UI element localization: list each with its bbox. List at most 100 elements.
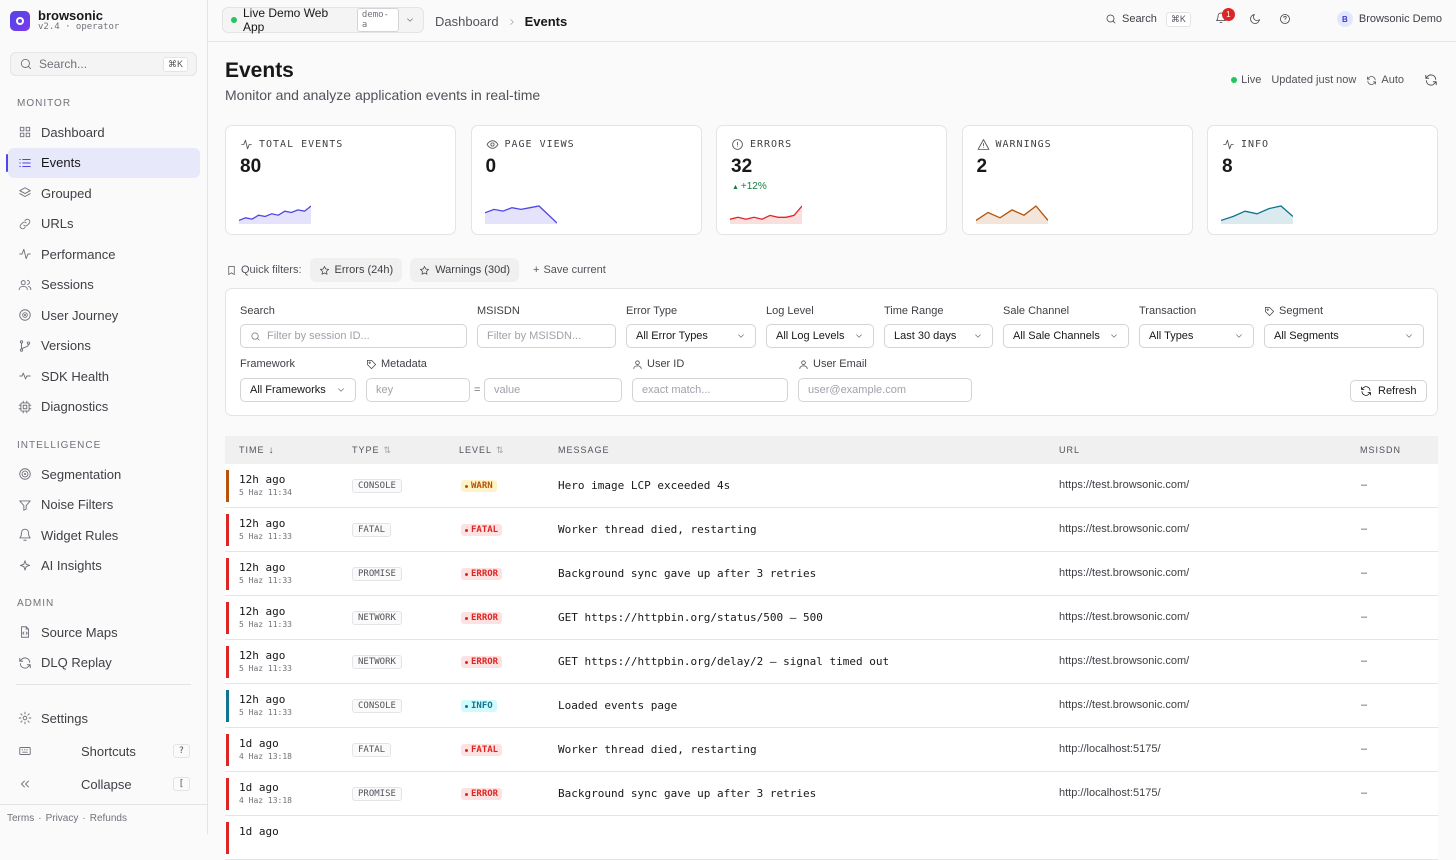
table-row[interactable]: 12h ago 5 Haz 11:33 PROMISE ERROR Background… — [225, 552, 1438, 596]
type-badge: NETWORK — [352, 611, 402, 625]
table-row[interactable]: 12h ago 5 Haz 11:33 CONSOLE INFO Loaded even… — [225, 684, 1438, 728]
stat-card-info[interactable]: INFO 8 — [1207, 125, 1438, 235]
search-filter-label: Search — [240, 305, 275, 317]
table-row[interactable]: 12h ago 5 Haz 11:34 CONSOLE WARN Hero image … — [225, 464, 1438, 508]
table-row[interactable]: 1d ago 4 Haz 13:18 PROMISE ERROR Background … — [225, 772, 1438, 816]
alert-circle-icon — [731, 138, 744, 151]
quick-filters: Quick filters: Errors (24h) Warnings (30… — [226, 258, 606, 282]
sidebar-search[interactable]: Search... ⌘K — [10, 52, 197, 76]
refresh-button[interactable]: Refresh — [1350, 380, 1427, 402]
shortcuts-button[interactable]: Shortcuts ? — [8, 736, 200, 766]
quick-filter-label: Errors (24h) — [334, 264, 394, 276]
heartbeat-icon — [18, 369, 32, 383]
col-level-label: LEVEL — [459, 445, 493, 455]
table-row[interactable]: 12h ago 5 Haz 11:33 NETWORK ERROR GET https:… — [225, 640, 1438, 684]
severity-bar — [226, 778, 229, 810]
sidebar-divider — [16, 684, 191, 685]
global-search-button[interactable]: Search ⌘K — [1105, 11, 1191, 27]
col-time[interactable]: TIME ↓ — [239, 445, 275, 456]
sparkline — [1221, 205, 1293, 224]
sale-channel-label: Sale Channel — [1003, 305, 1070, 317]
help-icon[interactable] — [1279, 13, 1291, 25]
terms-link[interactable]: Terms — [7, 813, 35, 824]
sidebar-search-placeholder: Search... — [39, 57, 88, 71]
transaction-select[interactable]: All Types — [1139, 324, 1254, 348]
col-type[interactable]: TYPE ⇅ — [352, 445, 392, 456]
sidebar-item-noise-filters[interactable]: Noise Filters — [8, 490, 200, 520]
user-email-input[interactable]: user@example.com — [798, 378, 972, 402]
brand[interactable]: browsonic v2.4 · operator — [10, 9, 119, 33]
framework-select[interactable]: All Frameworks — [240, 378, 356, 402]
sidebar-item-dlq-replay[interactable]: DLQ Replay — [8, 648, 200, 678]
table-row[interactable]: 12h ago 5 Haz 11:33 FATAL FATAL Worker threa… — [225, 508, 1438, 552]
sidebar-item-grouped[interactable]: Grouped — [8, 178, 200, 208]
cell-url: http://localhost:5175/ — [1059, 743, 1161, 755]
sidebar-item-performance[interactable]: Performance — [8, 239, 200, 269]
search-icon — [1105, 13, 1117, 25]
table-row[interactable]: 12h ago 5 Haz 11:33 NETWORK ERROR GET https:… — [225, 596, 1438, 640]
sort-desc-icon: ↓ — [268, 444, 275, 456]
refunds-link[interactable]: Refunds — [89, 813, 127, 824]
segment-select[interactable]: All Segments — [1264, 324, 1424, 348]
stat-card-page-views[interactable]: PAGE VIEWS 0 — [470, 125, 702, 235]
eye-icon — [486, 138, 499, 151]
metadata-value-input[interactable]: value — [484, 378, 622, 402]
error-type-select[interactable]: All Error Types — [626, 324, 756, 348]
stat-card-warnings[interactable]: WARNINGS 2 — [961, 125, 1193, 235]
activity-icon — [18, 247, 32, 261]
sidebar-item-events[interactable]: Events — [6, 147, 200, 178]
level-badge: ERROR — [461, 568, 503, 580]
shortcuts-label: Shortcuts — [81, 743, 136, 759]
sidebar-item-sdk-health[interactable]: SDK Health — [8, 361, 200, 391]
table-row[interactable]: 1d ago 4 Haz 13:18 FATAL FATAL Worker thread… — [225, 728, 1438, 772]
sidebar-item-diagnostics[interactable]: Diagnostics — [8, 392, 200, 422]
session-search-input[interactable]: Filter by session ID... — [240, 324, 467, 348]
section-admin: ADMIN — [17, 598, 55, 609]
app-selector[interactable]: Live Demo Web App demo-a — [222, 6, 424, 34]
sidebar-item-user-journey[interactable]: User Journey — [8, 300, 200, 330]
severity-bar — [226, 602, 229, 634]
sidebar-item-sessions[interactable]: Sessions — [8, 270, 200, 300]
breadcrumb-dashboard[interactable]: Dashboard — [435, 14, 499, 29]
grid-icon — [18, 125, 32, 139]
sidebar-item-widget-rules[interactable]: Widget Rules — [8, 520, 200, 550]
metadata-key-input[interactable]: key — [366, 378, 470, 402]
sale-channel-select[interactable]: All Sale Channels — [1003, 324, 1129, 348]
chevron-down-icon — [336, 385, 346, 395]
user-id-input[interactable]: exact match... — [632, 378, 788, 402]
sidebar-item-versions[interactable]: Versions — [8, 331, 200, 361]
table-row[interactable]: 1d ago — [225, 816, 1438, 860]
auto-refresh-toggle[interactable]: Auto — [1366, 74, 1404, 86]
notifications-button[interactable]: 1 — [1215, 7, 1235, 27]
sidebar-item-urls[interactable]: URLs — [8, 209, 200, 239]
user-id-placeholder: exact match... — [642, 384, 711, 396]
filter-icon — [18, 498, 32, 512]
quick-filter-errors[interactable]: Errors (24h) — [309, 258, 403, 282]
settings-button[interactable]: Settings — [8, 703, 200, 733]
refresh-icon[interactable] — [1424, 73, 1438, 87]
privacy-link[interactable]: Privacy — [45, 813, 79, 824]
time-absolute: 5 Haz 11:33 — [239, 664, 292, 673]
log-level-select[interactable]: All Log Levels — [766, 324, 874, 348]
cell-url: http://localhost:5175/ — [1059, 787, 1161, 799]
collapse-button[interactable]: Collapse [ — [8, 769, 200, 799]
sparkline-area — [975, 206, 1048, 224]
save-filter-button[interactable]: + Save current — [533, 264, 606, 276]
sort-icon: ⇅ — [383, 444, 393, 455]
sidebar-item-segmentation[interactable]: Segmentation — [8, 459, 200, 489]
level-badge: FATAL — [461, 744, 503, 756]
sidebar-item-ai-insights[interactable]: AI Insights — [8, 551, 200, 581]
type-badge: PROMISE — [352, 787, 402, 801]
col-level[interactable]: LEVEL ⇅ — [459, 445, 505, 456]
msisdn-input[interactable]: Filter by MSISDN... — [477, 324, 616, 348]
sidebar-item-dashboard[interactable]: Dashboard — [8, 117, 200, 147]
time-range-select[interactable]: Last 30 days — [884, 324, 993, 348]
moon-icon[interactable] — [1249, 13, 1261, 25]
type-badge: CONSOLE — [352, 699, 402, 713]
stat-card-total-events[interactable]: TOTAL EVENTS 80 — [225, 125, 456, 235]
quick-filter-warnings[interactable]: Warnings (30d) — [410, 258, 519, 282]
user-menu[interactable]: B Browsonic Demo — [1336, 11, 1442, 27]
sidebar-item-source-maps[interactable]: Source Maps — [8, 617, 200, 647]
user-icon — [798, 359, 809, 370]
stat-card-errors[interactable]: ERRORS 32 ▲ +12% — [716, 125, 947, 235]
